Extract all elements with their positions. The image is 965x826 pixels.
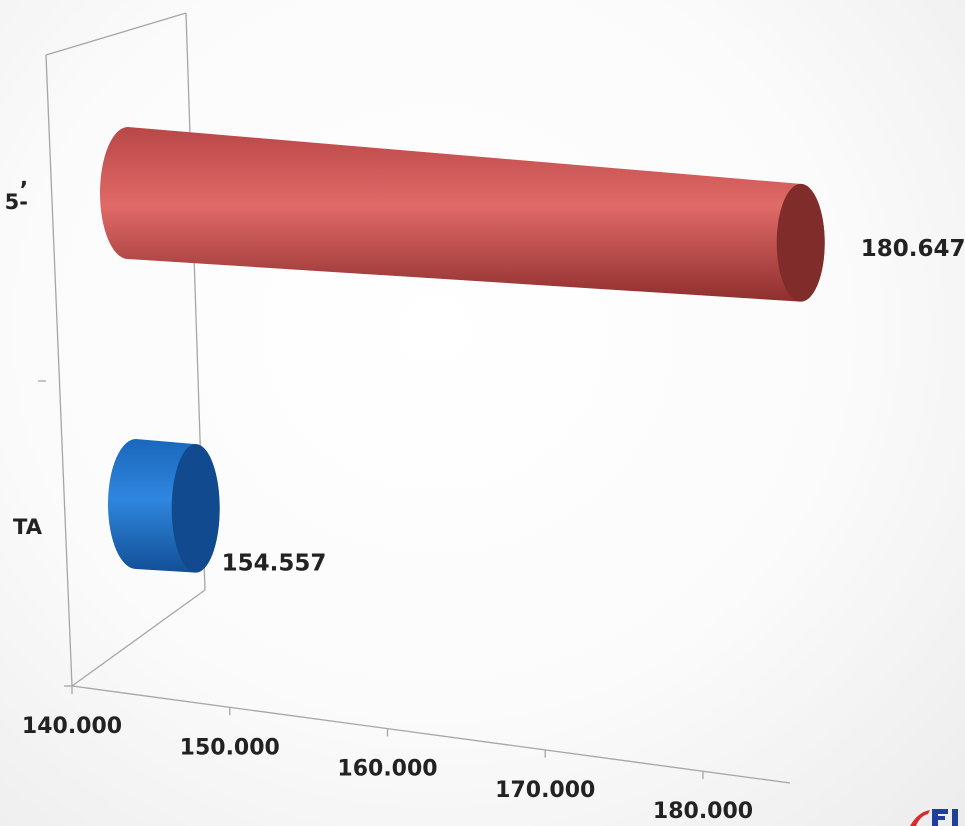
depth-wall-front-edge <box>45 54 73 687</box>
logo-icon <box>910 809 958 826</box>
category-label: , <box>20 166 28 190</box>
axes <box>38 12 791 784</box>
bar-end-cap <box>171 444 220 573</box>
brand-logo <box>908 806 965 826</box>
category-label: TA <box>13 515 43 539</box>
bar-0: 154.557 <box>108 439 326 576</box>
bars: 154.557 180.647 <box>100 127 965 576</box>
x-tick-label: 160.000 <box>337 757 437 782</box>
bar-body <box>100 127 825 302</box>
bar-end-cap <box>776 183 825 302</box>
data-label: 180.647 <box>861 236 965 262</box>
depth-wall-top-edge <box>45 12 187 56</box>
bar-1: 180.647 <box>100 127 965 302</box>
floor-back-edge <box>71 589 206 687</box>
x-axis-ticks: 140.000 150.000 160.000 170.000 180.000 <box>22 686 753 824</box>
category-label: 5- <box>5 190 28 214</box>
x-tick-label: 140.000 <box>22 714 122 739</box>
x-tick-label: 170.000 <box>495 778 595 803</box>
x-tick-label: 150.000 <box>180 735 280 760</box>
x-tick-label: 180.000 <box>653 799 753 824</box>
x-axis-line <box>71 685 791 784</box>
category-labels: TA,5- <box>5 166 43 539</box>
data-label: 154.557 <box>222 550 327 576</box>
